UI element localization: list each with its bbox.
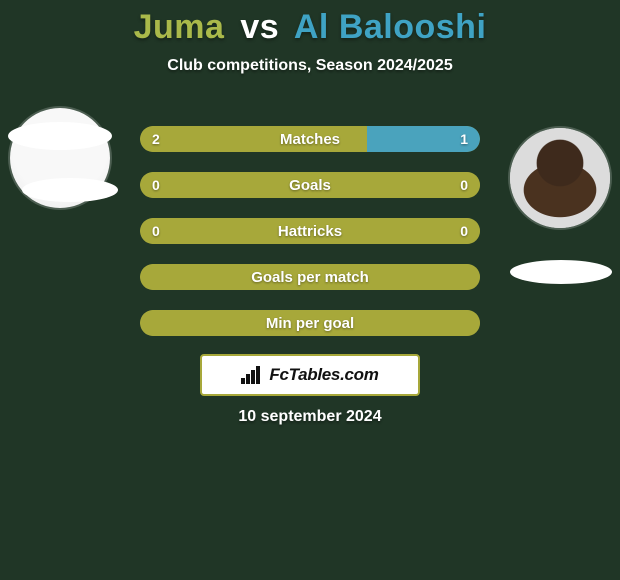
stat-value-left: 0 <box>152 172 160 198</box>
stat-row: Matches21 <box>140 126 480 152</box>
brand-text: FcTables.com <box>269 365 378 385</box>
stat-value-right: 0 <box>460 172 468 198</box>
stat-bar-left <box>140 126 367 152</box>
title-player1: Juma <box>134 8 225 46</box>
stat-bar-left <box>140 218 480 244</box>
stat-row: Goals00 <box>140 172 480 198</box>
avatar-player2-face <box>510 128 610 228</box>
decor-ellipse <box>22 178 118 202</box>
stat-row: Hattricks00 <box>140 218 480 244</box>
stat-value-left: 0 <box>152 218 160 244</box>
title-player2: Al Balooshi <box>294 8 487 46</box>
stat-value-right: 0 <box>460 218 468 244</box>
avatar-player2 <box>510 128 610 228</box>
decor-ellipse <box>8 122 112 150</box>
footer-date: 10 september 2024 <box>0 408 620 426</box>
stat-row: Min per goal <box>140 310 480 336</box>
decor-ellipse <box>510 260 612 284</box>
stat-bar-left <box>140 310 480 336</box>
stat-value-right: 1 <box>460 126 468 152</box>
page-title: Juma vs Al Balooshi <box>0 0 620 47</box>
brand-badge: FcTables.com <box>200 354 420 396</box>
comparison-bars: Matches21Goals00Hattricks00Goals per mat… <box>140 126 480 356</box>
bar-chart-icon <box>241 366 263 384</box>
stat-bar-left <box>140 172 480 198</box>
stat-value-left: 2 <box>152 126 160 152</box>
comparison-infographic: Juma vs Al Balooshi Club competitions, S… <box>0 0 620 580</box>
subtitle: Club competitions, Season 2024/2025 <box>0 57 620 75</box>
stat-row: Goals per match <box>140 264 480 290</box>
title-vs: vs <box>240 8 279 46</box>
stat-bar-left <box>140 264 480 290</box>
